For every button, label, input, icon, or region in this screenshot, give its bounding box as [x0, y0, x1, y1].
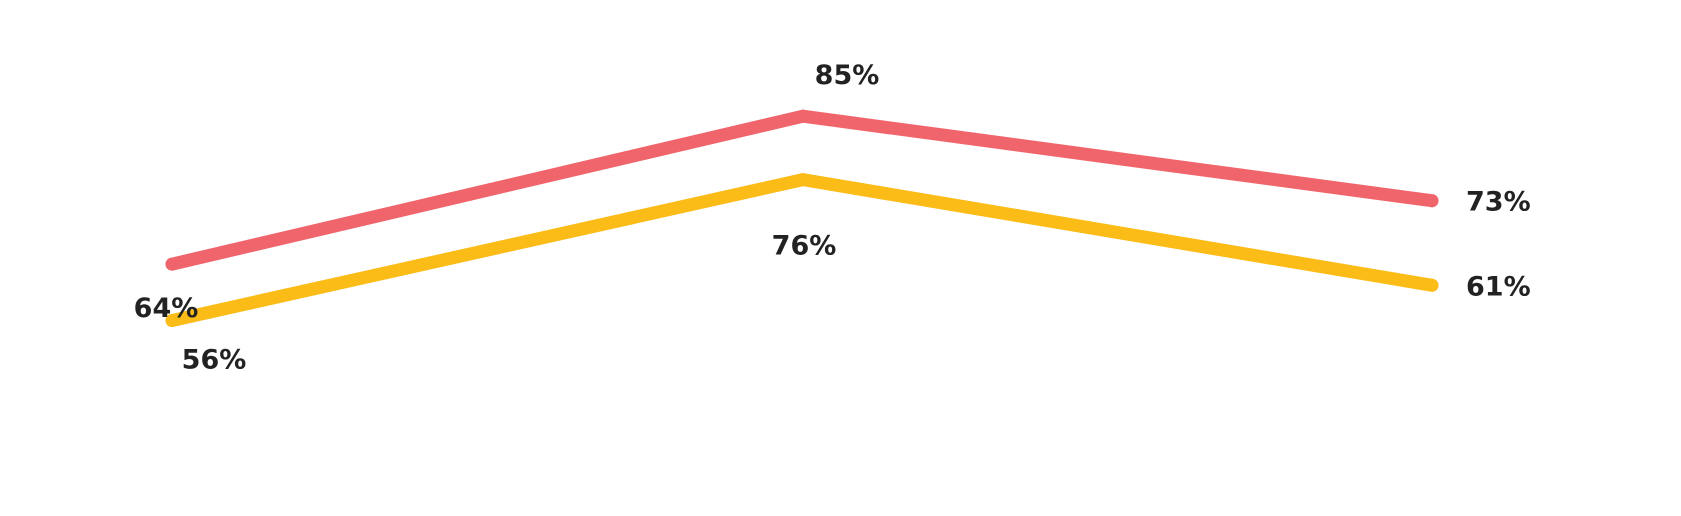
series-2-point-1 — [165, 314, 179, 328]
series-1-label-3: 73% — [1466, 187, 1531, 218]
series-2-label-3: 61% — [1466, 271, 1531, 302]
series-lines — [165, 109, 1439, 328]
series-1-point-2 — [796, 109, 810, 123]
series-2-label-1: 56% — [182, 345, 247, 376]
series-2-label-2: 76% — [772, 231, 837, 262]
series-1-point-1 — [165, 257, 179, 271]
series-1-label-1: 64% — [134, 293, 199, 324]
series-2-point-2 — [796, 173, 810, 187]
series-1-point-3 — [1425, 194, 1439, 208]
series-1-label-2: 85% — [815, 60, 880, 91]
series-2-point-3 — [1425, 278, 1439, 292]
data-labels: 64% 85% 73% 56% 76% 61% — [134, 60, 1531, 375]
